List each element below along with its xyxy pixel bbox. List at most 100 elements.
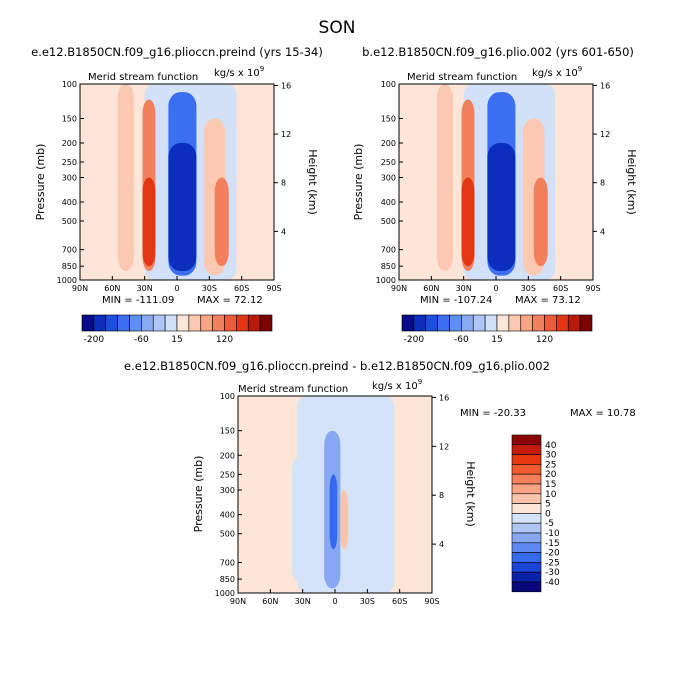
colorbar-swatch [200,314,213,332]
colorbar-swatch [511,542,542,553]
colorbar-swatch [511,464,542,475]
y-tick-label: 850 [62,262,77,271]
colorbar-swatch [236,314,249,332]
y-tick-label: 250 [220,470,235,479]
axis-ticks: 90N 60N 30N 0 30S 60S 90S 100 150 200 250 300 400 500… [215,392,450,606]
colorbar-swatch [511,513,542,524]
colorbar-label: -60 [454,335,469,345]
colorbar-swatch [556,314,569,332]
colorbar-label: 30 [545,451,557,461]
y-tick-label: 850 [220,575,235,584]
colorbar-swatch [511,562,542,573]
colorbar-label: 15 [171,335,182,345]
colorbar-label: -20 [545,549,560,559]
x-tick-label: 60S [392,597,407,606]
min-label: MIN = -20.33 [460,408,526,419]
colorbar-swatch [141,314,154,332]
contour-cell [487,143,516,272]
x-tick-label: 0 [332,597,337,606]
panel-title: e.e12.B1850CN.f09_g16.plioccn.preind - b… [124,359,550,373]
y-tick-label: 400 [62,198,77,207]
colorbar-swatch [511,434,542,446]
colorbar-swatch [511,454,542,465]
axis-ticks: 90N 60N 30N 0 30S 60S 90S 100 150 200 250 300 400 500… [376,80,611,293]
x-tick-label: 30S [521,284,536,293]
x-tick-label: 90N [230,597,246,606]
y-tick-label: 150 [381,115,396,124]
colorbar-swatch [511,473,542,485]
y-tick-label: 700 [381,246,396,255]
contour-cell [378,396,395,589]
y2-axis-label: Height (km) [464,461,477,527]
page-title: SON [319,18,356,38]
y2-axis-label: Height (km) [625,149,638,215]
y-tick-label: 500 [220,530,235,539]
colorbar-swatch [425,314,438,332]
colorbar-label: 5 [545,500,551,510]
contour-cell [329,474,338,550]
y2-tick-label: 12 [281,130,291,139]
colorbar-label: -200 [404,335,425,345]
y-tick-label: 700 [62,246,77,255]
y-tick-label: 1000 [57,276,77,285]
colorbar-label: -40 [545,578,560,588]
y2-tick-label: 4 [281,227,286,236]
colorbar-label: 10 [545,490,557,500]
colorbar-swatch [579,314,593,332]
contour-fill [436,84,556,280]
y-tick-label: 150 [62,115,77,124]
panel-top-right: b.e12.B1850CN.f09_g16.plio.002 (yrs 601-… [352,45,638,306]
y-tick-label: 300 [62,174,77,183]
colorbar-swatch [511,532,542,544]
y-tick-label: 1000 [376,276,396,285]
colorbar-label: 25 [545,460,556,470]
x-tick-label: 60N [423,284,439,293]
y2-tick-label: 16 [439,393,449,402]
colorbar-swatch [117,314,130,332]
panel-difference: e.e12.B1850CN.f09_g16.plioccn.preind - b… [124,359,636,606]
y-tick-label: 200 [381,139,396,148]
colorbar-swatch [129,314,142,332]
x-tick-label: 30S [202,284,217,293]
contour-cell [117,84,134,272]
x-tick-label: 30N [456,284,472,293]
colorbar-swatch [437,314,450,332]
y-tick-label: 200 [62,139,77,148]
colorbar-label: -200 [84,335,105,345]
x-tick-label: 30N [295,597,311,606]
y-tick-label: 200 [220,451,235,460]
colorbar-swatch [520,314,533,332]
colorbar-right: -200 -60 15 120 [401,314,593,345]
panel-top-left: e.e12.B1850CN.f09_g16.plioccn.preind (yr… [31,45,323,306]
panel-title: b.e12.B1850CN.f09_g16.plio.002 (yrs 601-… [362,45,634,59]
colorbar-label: -15 [545,539,560,549]
y-tick-label: 700 [220,558,235,567]
min-label: MIN = -107.24 [420,295,492,306]
colorbar-swatch [105,314,118,332]
colorbar-swatch [212,314,225,332]
colorbar-swatch [461,314,474,332]
colorbar-swatch [496,314,510,332]
colorbar-left: -200 -60 15 120 [81,314,273,345]
colorbar-swatch [93,314,107,332]
contour-cell [214,177,229,267]
x-tick-label: 90S [424,597,439,606]
colorbar-swatch [224,314,237,332]
colorbar-swatch [188,314,202,332]
colorbar-swatch [413,314,427,332]
colorbar-swatch [511,503,542,514]
y2-tick-label: 16 [600,81,610,90]
colorbar-label: 120 [216,335,233,345]
y2-tick-label: 8 [439,491,444,500]
colorbar-swatch [176,314,190,332]
panel-units: kg/s x 109 [532,65,582,79]
contour-cell [533,177,548,267]
panel-subtitle: Merid stream function [238,384,348,395]
contour-cell [340,489,348,550]
colorbar-label: -25 [545,558,560,568]
y-tick-label: 300 [220,486,235,495]
colorbar-swatch [259,314,273,332]
colorbar-label: 40 [545,441,557,451]
y-axis-label: Pressure (mb) [192,456,205,533]
